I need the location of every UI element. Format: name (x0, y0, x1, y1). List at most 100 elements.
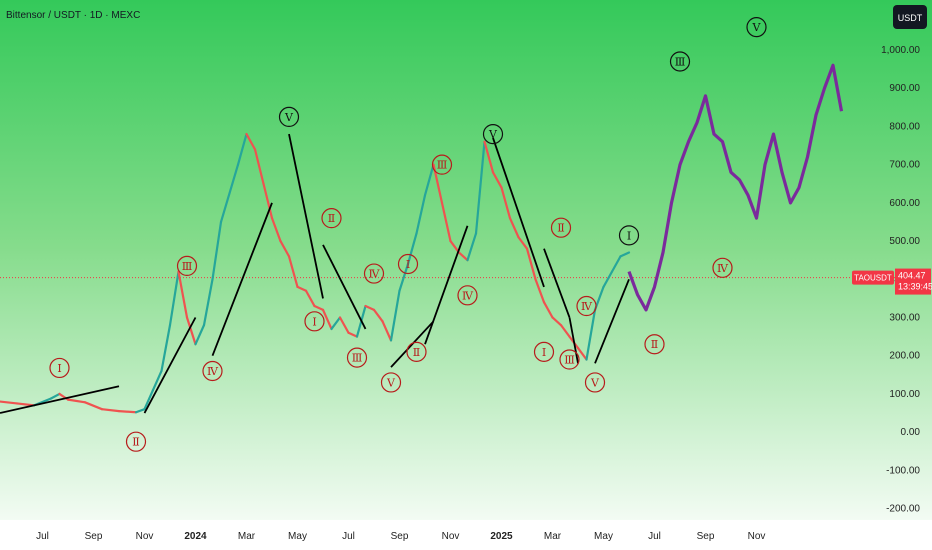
price-segment (66, 398, 87, 404)
price-segment (236, 132, 248, 166)
price-segment (313, 304, 325, 311)
wave-label: Ⅰ (406, 258, 410, 271)
wave-label: Ⅱ (557, 222, 564, 235)
wave-label-circle (406, 341, 427, 362)
price-segment (0, 400, 19, 405)
y-tick-label: 100.00 (889, 389, 920, 400)
x-tick-label: Mar (544, 531, 562, 542)
wave-label: Ⅴ (590, 376, 600, 389)
x-tick-label: Nov (136, 531, 154, 542)
x-tick-label: Jul (36, 531, 49, 542)
trend-line (390, 320, 435, 368)
price-segment (304, 289, 316, 308)
trend-line (0, 385, 120, 414)
price-segment (245, 132, 257, 151)
x-tick-label: Nov (442, 531, 460, 542)
wave-label-circle (397, 253, 419, 275)
y-tick-label: 0.00 (901, 427, 921, 438)
price-segment (211, 220, 223, 281)
countdown-tag: 13:39:45 (898, 282, 932, 292)
price-segment (287, 255, 299, 289)
wave-label-circle (644, 334, 665, 355)
price-segment (576, 346, 588, 361)
price-segment (398, 262, 410, 292)
chart-title: Bittensor / USDT · 1D · MEXC (6, 10, 140, 21)
price-segment (491, 171, 503, 189)
price-segment (321, 308, 333, 331)
wave-label-circle (125, 431, 147, 452)
trend-line (568, 317, 579, 364)
wave-label-circle (669, 51, 691, 72)
x-tick-label: Jul (648, 531, 661, 542)
wave-label: Ⅴ (284, 111, 294, 124)
wave-label-circle (321, 208, 342, 229)
price-segment (262, 182, 274, 220)
y-tick-label: 700.00 (889, 160, 920, 171)
price-segment (194, 324, 206, 346)
wave-label-circle (457, 285, 478, 306)
price-segment (117, 410, 138, 414)
price-segment (364, 304, 376, 311)
x-tick-label: Sep (391, 531, 409, 542)
price-segment (389, 289, 401, 342)
price-segment (525, 247, 537, 281)
price-segment (534, 278, 546, 304)
series-layer (0, 63, 844, 414)
wave-label-circle (712, 257, 733, 278)
trend-line (143, 317, 197, 414)
wave-label: Ⅱ (413, 346, 420, 359)
price-segment (338, 316, 350, 334)
price-segment (483, 140, 495, 174)
wave-label-circle (576, 295, 597, 317)
trend-line (492, 137, 545, 288)
price-segment (551, 316, 563, 327)
x-tick-label: Sep (85, 531, 103, 542)
price-segment (151, 369, 163, 392)
price-segment (542, 301, 554, 319)
x-tick-label: May (594, 531, 613, 542)
trend-line (424, 225, 469, 345)
trend-line (543, 248, 571, 318)
price-segment (466, 232, 478, 262)
wave-label: Ⅱ (651, 338, 658, 351)
wave-label: Ⅱ (132, 436, 139, 449)
wave-label-circle (176, 255, 198, 277)
price-segment (508, 217, 520, 239)
wave-label: Ⅴ (386, 376, 396, 389)
wave-label: Ⅲ (437, 159, 448, 172)
price-segment (440, 201, 452, 243)
price-segment (177, 270, 189, 319)
x-tick-label: May (288, 531, 307, 542)
wave-label-circle (618, 225, 640, 246)
wave-label: Ⅴ (488, 128, 498, 141)
wave-label-circle (278, 106, 300, 127)
trend-line (211, 202, 273, 357)
price-segment (423, 163, 435, 197)
y-tick-label: 200.00 (889, 351, 920, 362)
wave-label-circle (533, 341, 555, 362)
wave-label: Ⅳ (462, 289, 474, 302)
wave-label-circle (304, 311, 325, 332)
wave-label: Ⅳ (581, 300, 593, 313)
price-segment (83, 401, 104, 411)
wave-label-circle (202, 360, 223, 382)
x-tick-label: Mar (238, 531, 256, 542)
wave-labels: Ⅰ Ⅱ Ⅲ Ⅳ Ⅴ Ⅰ Ⅱ Ⅲ Ⅳ Ⅴ Ⅰ Ⅱ Ⅲ Ⅳ Ⅴ Ⅰ Ⅱ Ⅲ Ⅳ Ⅴ Ⅰ Ⅱ Ⅲ Ⅳ Ⅴ (49, 17, 767, 452)
wave-label-circle (746, 17, 767, 38)
price-segment (406, 232, 418, 266)
currency-button[interactable]: USDT (893, 5, 927, 29)
trend-line (594, 278, 630, 364)
symbol-tag-box (852, 270, 894, 285)
wave-label-circle (559, 349, 580, 370)
price-segment (160, 324, 172, 373)
wave-label: Ⅰ (57, 362, 61, 375)
wave-label: Ⅲ (352, 352, 363, 365)
price-segment (134, 408, 146, 414)
x-tick-label: 2024 (184, 531, 207, 542)
price-segment (296, 285, 308, 292)
symbol-tag: TAOUSDT (854, 274, 892, 283)
price-segment (15, 402, 36, 407)
price-segment (143, 388, 155, 411)
